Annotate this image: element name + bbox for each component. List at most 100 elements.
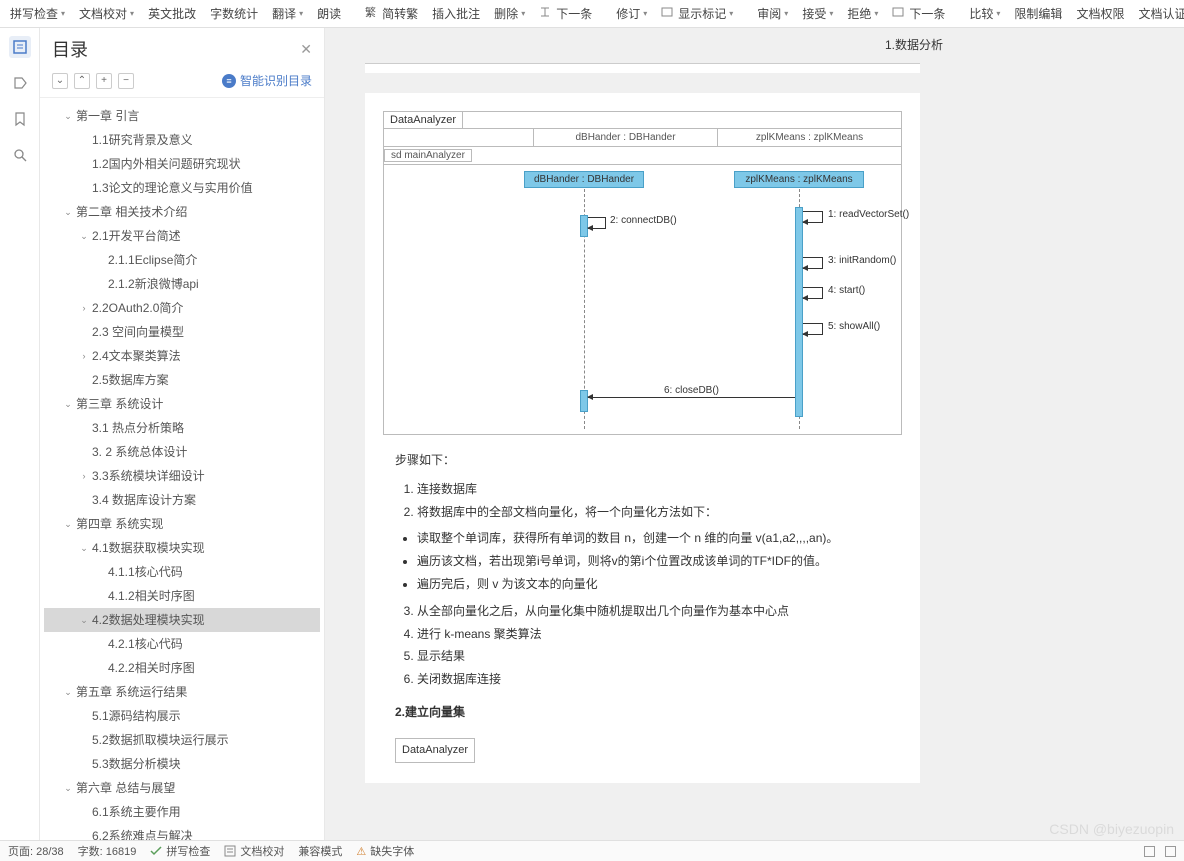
remove-level-icon[interactable]: − bbox=[118, 73, 134, 89]
outline-item-5[interactable]: ⌄2.1开发平台简述 bbox=[44, 224, 320, 248]
outline-label: 1.1研究背景及意义 bbox=[92, 130, 316, 150]
smart-icon: ≡ bbox=[222, 74, 236, 88]
outline-label: 2.2OAuth2.0简介 bbox=[92, 298, 316, 318]
outline-item-29[interactable]: 6.1系统主要作用 bbox=[44, 800, 320, 824]
document-area[interactable]: 1.数据分析 DataAnalyzer dBHander : DBHander … bbox=[325, 28, 1184, 840]
toolbar-17[interactable]: 限制编辑 bbox=[1008, 3, 1068, 24]
outline-label: 2.3 空间向量模型 bbox=[92, 322, 316, 342]
toolbar-14[interactable]: 拒绝▾ bbox=[841, 3, 884, 24]
outline-label: 2.1.1Eclipse简介 bbox=[108, 250, 316, 270]
outline-icon[interactable] bbox=[9, 36, 31, 58]
outline-item-19[interactable]: 4.1.1核心代码 bbox=[44, 560, 320, 584]
chevron-icon[interactable]: ⌄ bbox=[62, 106, 74, 126]
outline-item-23[interactable]: 4.2.2相关时序图 bbox=[44, 656, 320, 680]
toolbar-12[interactable]: 审阅▾ bbox=[751, 3, 794, 24]
chevron-icon[interactable]: ⌄ bbox=[62, 778, 74, 798]
msg-6-arrow bbox=[588, 397, 795, 398]
toolbar-0[interactable]: 拼写检查▾ bbox=[4, 3, 71, 24]
lifeline-box-2: zplKMeans : zplKMeans bbox=[734, 171, 864, 188]
outline-item-15[interactable]: ›3.3系统模块详细设计 bbox=[44, 464, 320, 488]
outline-item-11[interactable]: 2.5数据库方案 bbox=[44, 368, 320, 392]
toolbar-15[interactable]: 下一条 bbox=[886, 3, 951, 24]
outline-item-18[interactable]: ⌄4.1数据获取模块实现 bbox=[44, 536, 320, 560]
outline-item-0[interactable]: ⌄第一章 引言 bbox=[44, 104, 320, 128]
msg-5-label: 5: showAll() bbox=[828, 321, 880, 332]
expand-all-icon[interactable]: ⌃ bbox=[74, 73, 90, 89]
collapse-all-icon[interactable]: ⌄ bbox=[52, 73, 68, 89]
view-mode-2-icon[interactable] bbox=[1165, 846, 1176, 857]
outline-item-28[interactable]: ⌄第六章 总结与展望 bbox=[44, 776, 320, 800]
outline-item-30[interactable]: 6.2系统难点与解决 bbox=[44, 824, 320, 840]
chevron-icon[interactable]: › bbox=[78, 298, 90, 318]
toolbar-13[interactable]: 接受▾ bbox=[796, 3, 839, 24]
outline-item-4[interactable]: ⌄第二章 相关技术介绍 bbox=[44, 200, 320, 224]
proof-status[interactable]: 文档校对 bbox=[224, 843, 284, 859]
toolbar-9[interactable]: 下一条 bbox=[533, 3, 598, 24]
toolbar-6[interactable]: 繁简转繁 bbox=[359, 3, 424, 24]
outline-item-25[interactable]: 5.1源码结构展示 bbox=[44, 704, 320, 728]
chevron-icon[interactable]: ⌄ bbox=[78, 610, 90, 630]
chevron-icon[interactable]: ⌄ bbox=[62, 202, 74, 222]
close-icon[interactable]: ✕ bbox=[300, 41, 312, 58]
search-icon[interactable] bbox=[9, 144, 31, 166]
section-2-title: 2.建立向量集 bbox=[395, 705, 465, 719]
toolbar-18[interactable]: 文档权限 bbox=[1070, 3, 1130, 24]
lifeline-box-1: dBHander : DBHander bbox=[524, 171, 644, 188]
page-indicator[interactable]: 页面: 28/38 bbox=[8, 843, 64, 859]
outline-item-13[interactable]: 3.1 热点分析策略 bbox=[44, 416, 320, 440]
toolbar-10[interactable]: 修订▾ bbox=[610, 3, 653, 24]
view-mode-1-icon[interactable] bbox=[1144, 846, 1155, 857]
toolbar-8[interactable]: 删除▾ bbox=[488, 3, 531, 24]
outline-item-27[interactable]: 5.3数据分析模块 bbox=[44, 752, 320, 776]
msg-1-label: 1: readVectorSet() bbox=[828, 209, 909, 220]
diagram-name: DataAnalyzer bbox=[384, 112, 463, 128]
msg-4-arrow bbox=[803, 287, 823, 299]
chevron-icon[interactable]: ⌄ bbox=[78, 226, 90, 246]
toolbar-16[interactable]: 比较▾ bbox=[963, 3, 1006, 24]
msg-4-label: 4: start() bbox=[828, 285, 865, 296]
outline-item-14[interactable]: 3. 2 系统总体设计 bbox=[44, 440, 320, 464]
toolbar-7[interactable]: 插入批注 bbox=[426, 3, 486, 24]
outline-item-10[interactable]: ›2.4文本聚类算法 bbox=[44, 344, 320, 368]
missing-font[interactable]: ⚠缺失字体 bbox=[356, 843, 414, 859]
outline-item-22[interactable]: 4.2.1核心代码 bbox=[44, 632, 320, 656]
tag-icon[interactable] bbox=[9, 72, 31, 94]
smart-toc-button[interactable]: ≡ 智能识别目录 bbox=[222, 72, 312, 89]
spellcheck-status[interactable]: 拼写检查 bbox=[150, 843, 210, 859]
word-count[interactable]: 字数: 16819 bbox=[78, 843, 137, 859]
toolbar-5[interactable]: 朗读 bbox=[311, 3, 347, 24]
outline-item-20[interactable]: 4.1.2相关时序图 bbox=[44, 584, 320, 608]
outline-label: 4.1.1核心代码 bbox=[108, 562, 316, 582]
outline-item-3[interactable]: 1.3论文的理论意义与实用价值 bbox=[44, 176, 320, 200]
chevron-icon[interactable]: ⌄ bbox=[78, 538, 90, 558]
outline-item-2[interactable]: 1.2国内外相关问题研究现状 bbox=[44, 152, 320, 176]
toolbar-3[interactable]: 字数统计 bbox=[204, 3, 264, 24]
bookmark-icon[interactable] bbox=[9, 108, 31, 130]
chevron-icon[interactable]: › bbox=[78, 466, 90, 486]
toolbar-11[interactable]: 显示标记▾ bbox=[655, 3, 739, 24]
outline-item-12[interactable]: ⌄第三章 系统设计 bbox=[44, 392, 320, 416]
outline-item-1[interactable]: 1.1研究背景及意义 bbox=[44, 128, 320, 152]
outline-item-9[interactable]: 2.3 空间向量模型 bbox=[44, 320, 320, 344]
compat-mode[interactable]: 兼容模式 bbox=[298, 843, 342, 859]
toolbar-2[interactable]: 英文批改 bbox=[142, 3, 202, 24]
chevron-icon[interactable]: ⌄ bbox=[62, 514, 74, 534]
outline-item-21[interactable]: ⌄4.2数据处理模块实现 bbox=[44, 608, 320, 632]
toolbar-1[interactable]: 文档校对▾ bbox=[73, 3, 140, 24]
add-level-icon[interactable]: + bbox=[96, 73, 112, 89]
toolbar-19[interactable]: 文档认证 bbox=[1132, 3, 1184, 24]
outline-item-17[interactable]: ⌄第四章 系统实现 bbox=[44, 512, 320, 536]
chevron-icon[interactable]: ⌄ bbox=[62, 682, 74, 702]
outline-item-26[interactable]: 5.2数据抓取模块运行展示 bbox=[44, 728, 320, 752]
msg-3-arrow bbox=[803, 257, 823, 269]
outline-item-6[interactable]: 2.1.1Eclipse简介 bbox=[44, 248, 320, 272]
bullet-2: 遍历该文档，若出现第i号单词，则将v的第i个位置改成该单词的TF*IDF的值。 bbox=[417, 550, 890, 573]
chevron-icon[interactable]: ⌄ bbox=[62, 394, 74, 414]
chevron-icon[interactable]: › bbox=[78, 346, 90, 366]
outline-item-7[interactable]: 2.1.2新浪微博api bbox=[44, 272, 320, 296]
outline-tree: ⌄第一章 引言1.1研究背景及意义1.2国内外相关问题研究现状1.3论文的理论意… bbox=[40, 98, 324, 840]
outline-item-8[interactable]: ›2.2OAuth2.0简介 bbox=[44, 296, 320, 320]
toolbar-4[interactable]: 翻译▾ bbox=[266, 3, 309, 24]
outline-item-16[interactable]: 3.4 数据库设计方案 bbox=[44, 488, 320, 512]
outline-item-24[interactable]: ⌄第五章 系统运行结果 bbox=[44, 680, 320, 704]
